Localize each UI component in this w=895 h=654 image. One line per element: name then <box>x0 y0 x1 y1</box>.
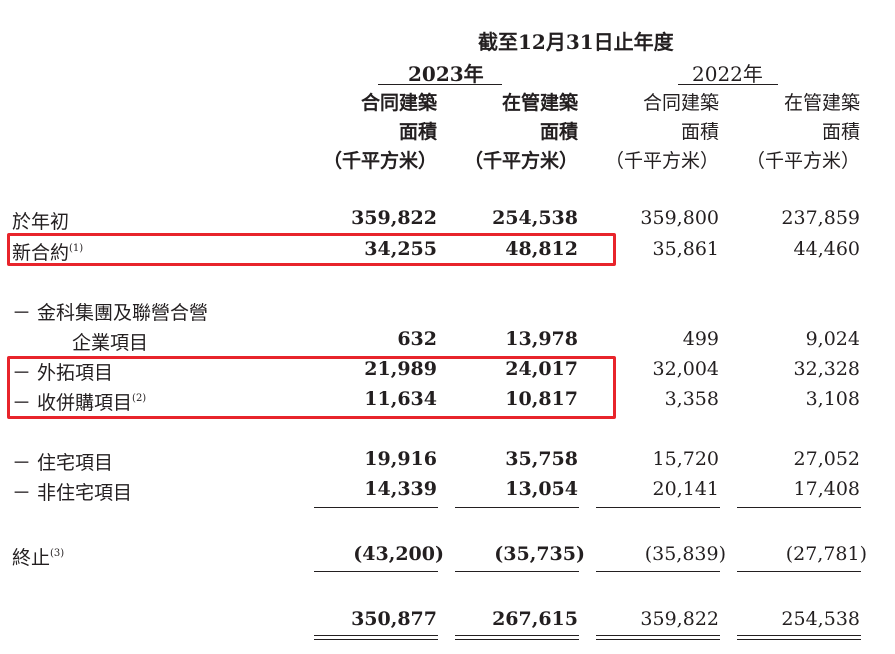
col4-unit: （千平方米） <box>745 150 860 172</box>
note-3: (3) <box>50 548 65 559</box>
col3-line2: 面積 <box>680 121 719 143</box>
value-cell-r0-c0: 359,822 <box>351 207 437 229</box>
value-cell-r6-c1: 13,054 <box>505 478 578 500</box>
row-label-group-projects: － 金科集團及聯營合營 <box>12 302 209 324</box>
rule2-col2 <box>455 571 579 572</box>
value-cell-r5-c0: 19,916 <box>364 448 437 470</box>
total-double-rule-col3 <box>596 635 720 640</box>
value-cell-r8-c1: 267,615 <box>492 608 578 630</box>
value-cell-r2-c3: 9,024 <box>805 328 860 350</box>
col1-line2: 面積 <box>398 121 437 143</box>
rule2-col3 <box>596 571 720 572</box>
value-cell-r8-c3: 254,538 <box>781 608 860 630</box>
value-cell-r7-c2: (35,839) <box>644 543 726 565</box>
rule-col3 <box>596 507 720 508</box>
rule-col1 <box>314 507 438 508</box>
value-cell-r2-c0: 632 <box>397 328 437 350</box>
col3-unit: （千平方米） <box>604 150 719 172</box>
note-1: (1) <box>69 243 84 254</box>
value-cell-r5-c2: 15,720 <box>652 448 719 470</box>
value-cell-r6-c2: 20,141 <box>652 478 719 500</box>
value-cell-r8-c2: 359,822 <box>640 608 719 630</box>
note-2: (2) <box>132 393 147 404</box>
value-cell-r8-c0: 350,877 <box>351 608 437 630</box>
value-cell-r0-c2: 359,800 <box>640 207 719 229</box>
col1-unit: （千平方米） <box>322 150 437 172</box>
row-label-terminated: 終止(3) <box>12 547 65 569</box>
value-cell-r6-c0: 14,339 <box>364 478 437 500</box>
col4-line2: 面積 <box>821 121 860 143</box>
value-cell-r7-c0: (43,200) <box>353 543 444 565</box>
value-cell-r3-c1: 24,017 <box>505 358 578 380</box>
row-label-mna: － 收併購項目(2) <box>12 392 147 414</box>
col1-line1: 合同建築 <box>360 92 437 114</box>
row-label-residential: － 住宅項目 <box>12 452 114 474</box>
year-2023-underline <box>378 84 502 85</box>
value-cell-r4-c1: 10,817 <box>505 388 578 410</box>
col2-line2: 面積 <box>539 121 578 143</box>
year-2022-header: 2022年 <box>692 62 763 86</box>
period-header: 截至12月31日止年度 <box>478 30 674 54</box>
value-cell-r6-c3: 17,408 <box>793 478 860 500</box>
row-label-group-projects-cont: 企業項目 <box>72 332 149 354</box>
rule2-col1 <box>314 571 438 572</box>
value-cell-r7-c3: (27,781) <box>785 543 867 565</box>
total-double-rule-col4 <box>737 635 861 640</box>
highlight-external-and-mna <box>7 356 616 419</box>
value-cell-r1-c1: 48,812 <box>505 238 578 260</box>
row-label-opening: 於年初 <box>12 211 70 233</box>
col2-line1: 在管建築 <box>501 92 578 114</box>
rule-col2 <box>455 507 579 508</box>
value-cell-r3-c2: 32,004 <box>652 358 719 380</box>
value-cell-r3-c3: 32,328 <box>793 358 860 380</box>
year-2023-header: 2023年 <box>408 62 484 86</box>
value-cell-r2-c2: 499 <box>682 328 719 350</box>
rule2-col4 <box>737 571 861 572</box>
value-cell-r5-c1: 35,758 <box>505 448 578 470</box>
value-cell-r0-c3: 237,859 <box>781 207 860 229</box>
year-2022-underline <box>678 84 778 85</box>
row-label-new-contracts: 新合約(1) <box>12 242 84 264</box>
value-cell-r4-c2: 3,358 <box>664 388 719 410</box>
highlight-new-contracts <box>7 233 616 266</box>
value-cell-r7-c1: (35,735) <box>494 543 585 565</box>
col3-line1: 合同建築 <box>642 92 719 114</box>
rule-col4 <box>737 507 861 508</box>
value-cell-r4-c0: 11,634 <box>364 388 437 410</box>
value-cell-r4-c3: 3,108 <box>805 388 860 410</box>
value-cell-r3-c0: 21,989 <box>364 358 437 380</box>
value-cell-r5-c3: 27,052 <box>793 448 860 470</box>
value-cell-r1-c3: 44,460 <box>793 238 860 260</box>
col4-line1: 在管建築 <box>783 92 860 114</box>
value-cell-r1-c0: 34,255 <box>364 238 437 260</box>
total-double-rule-col2 <box>455 635 579 640</box>
total-double-rule-col1 <box>314 635 438 640</box>
row-label-non-residential: － 非住宅項目 <box>12 482 133 504</box>
col2-unit: （千平方米） <box>463 150 578 172</box>
row-label-external: － 外拓項目 <box>12 362 114 384</box>
value-cell-r2-c1: 13,978 <box>505 328 578 350</box>
value-cell-r1-c2: 35,861 <box>652 238 719 260</box>
value-cell-r0-c1: 254,538 <box>492 207 578 229</box>
